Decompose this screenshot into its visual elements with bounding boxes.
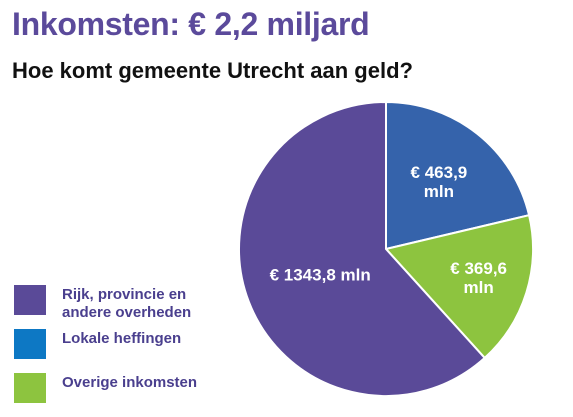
legend-label-rijk: Rijk, provincie en andere overheden xyxy=(62,286,191,322)
legend-label-overige-inkomsten: Overige inkomsten xyxy=(62,374,197,392)
legend-swatch-lokale-heffingen xyxy=(14,329,46,359)
slice-label-rijk: € 1343,8 mln xyxy=(270,265,371,284)
legend: Rijk, provincie en andere overheden Loka… xyxy=(14,285,244,417)
legend-label-rijk-line2: andere overheden xyxy=(62,304,192,321)
slice-label-overige-inkomsten: € 369,6 mln xyxy=(450,259,507,297)
legend-item-rijk: Rijk, provincie en andere overheden xyxy=(14,285,244,329)
pie-slice-lokale-heffingen xyxy=(385,100,531,251)
legend-label-rijk-line1: Rijk, provincie en xyxy=(62,286,187,303)
legend-label-overige-inkomsten-line1: Overige inkomsten xyxy=(62,374,198,391)
legend-item-overige-inkomsten: Overige inkomsten xyxy=(14,373,244,417)
pie-slice-rijk xyxy=(238,100,487,397)
legend-item-lokale-heffingen: Lokale heffingen xyxy=(14,329,244,373)
legend-swatch-rijk xyxy=(14,285,46,315)
pie-slice-overige-inkomsten xyxy=(384,213,534,360)
legend-label-lokale-heffingen: Lokale heffingen xyxy=(62,330,181,348)
legend-swatch-overige-inkomsten xyxy=(14,373,46,403)
legend-label-lokale-heffingen-line1: Lokale heffingen xyxy=(62,330,182,347)
chart-title: Inkomsten: € 2,2 miljard xyxy=(12,6,370,42)
slice-label-lokale-heffingen: € 463,9 mln xyxy=(411,163,468,201)
chart-subtitle: Hoe komt gemeente Utrecht aan geld? xyxy=(12,58,413,83)
